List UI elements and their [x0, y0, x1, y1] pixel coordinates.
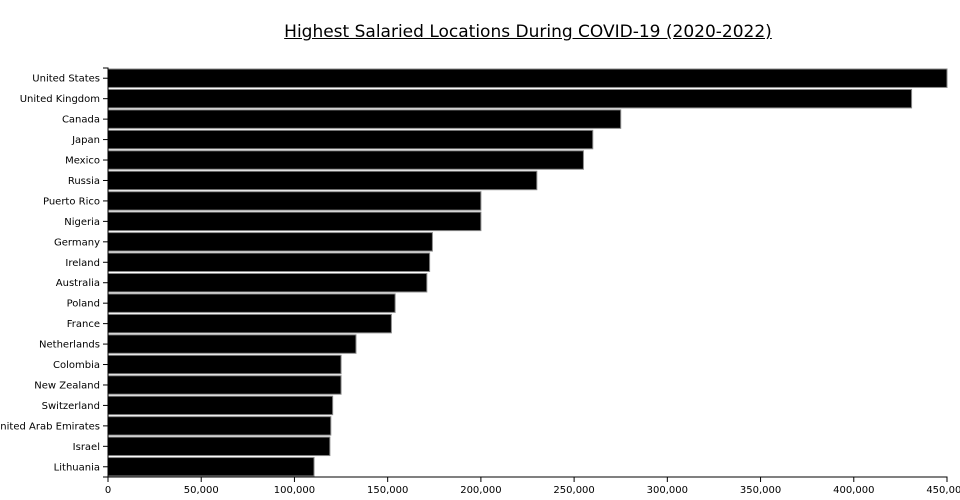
y-tick-label: Netherlands: [39, 340, 100, 351]
x-tick-label: 250,000: [553, 485, 594, 496]
bar: [107, 395, 334, 416]
bar: [107, 170, 538, 191]
x-tick-label: 400,000: [833, 485, 874, 496]
bar: [107, 252, 431, 273]
x-tick-label: 50,000: [184, 485, 219, 496]
chart-title: Highest Salaried Locations During COVID-…: [284, 22, 772, 42]
bar: [107, 88, 913, 109]
bar: [107, 375, 342, 395]
y-tick-label: Mexico: [65, 156, 100, 167]
bar: [107, 334, 357, 354]
bar: [107, 109, 622, 129]
y-tick-label: Ireland: [65, 258, 100, 269]
bar: [107, 457, 315, 477]
x-tick-label: 100,000: [274, 485, 315, 496]
y-tick-label: Russia: [68, 176, 100, 187]
y-tick-label: Japan: [71, 135, 100, 146]
bar: [107, 191, 482, 211]
bar: [107, 232, 433, 252]
y-tick-label: Puerto Rico: [43, 196, 100, 207]
bar: [107, 436, 331, 457]
y-tick-label: Nigeria: [64, 217, 100, 228]
x-tick-label: 150,000: [367, 485, 408, 496]
y-tick-label: Switzerland: [42, 401, 100, 412]
y-axis: [103, 67, 109, 478]
x-tick-label: 300,000: [647, 485, 688, 496]
y-tick-label: United States: [32, 74, 100, 85]
y-tick-label: Israel: [73, 442, 100, 453]
x-tick-label: 350,000: [740, 485, 781, 496]
y-tick-label: Poland: [67, 299, 100, 310]
bar: [107, 211, 482, 232]
bar: [107, 150, 584, 170]
x-axis: [107, 476, 948, 482]
bar: [107, 293, 396, 313]
y-tick-label: France: [67, 319, 100, 330]
y-tick-label: Lithuania: [54, 462, 100, 473]
y-tick-label: United Kingdom: [20, 94, 100, 105]
y-tick-label: Canada: [62, 115, 100, 126]
bar: [107, 68, 948, 88]
bar: [107, 313, 392, 334]
x-tick-label: 0: [105, 485, 111, 496]
x-tick-label: 200,000: [460, 485, 501, 496]
bar: [107, 273, 428, 293]
y-tick-label: United Arab Emirates: [0, 421, 100, 432]
bar: [107, 416, 332, 436]
x-tick-label: 450,000: [926, 485, 960, 496]
y-tick-label: Colombia: [53, 360, 100, 371]
bar: [107, 129, 594, 150]
y-tick-label: New Zealand: [34, 380, 100, 391]
y-tick-label: Australia: [56, 278, 100, 289]
y-tick-label: Germany: [54, 237, 100, 248]
bar: [107, 354, 342, 375]
